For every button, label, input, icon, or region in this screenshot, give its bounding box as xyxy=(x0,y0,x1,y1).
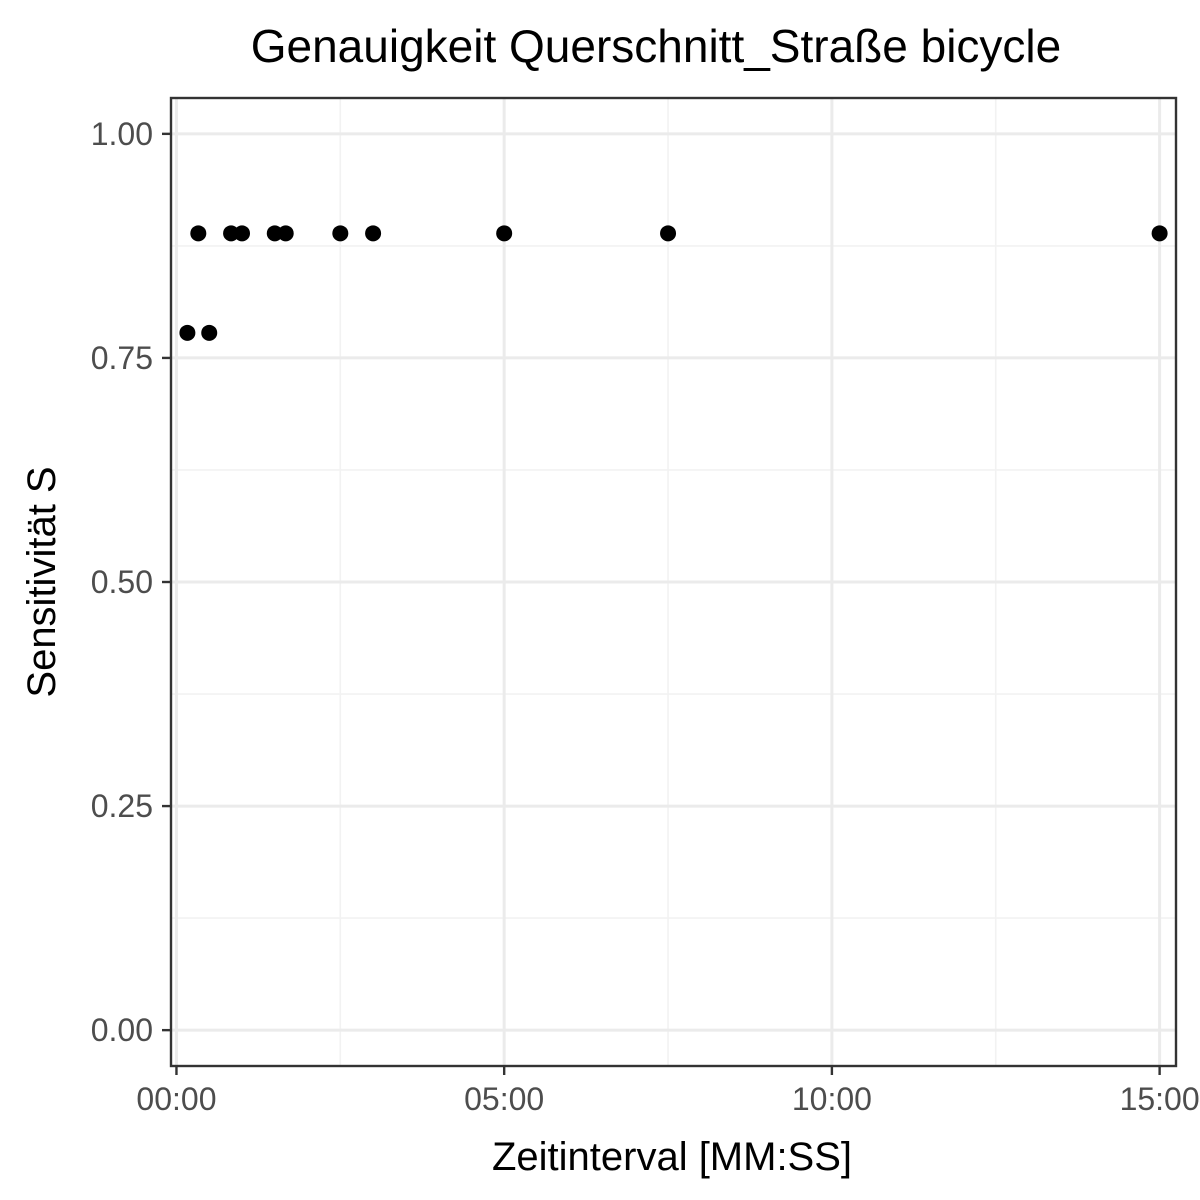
x-tick-label: 00:00 xyxy=(136,1081,216,1117)
y-axis: 0.00 0.25 0.50 0.75 1.00 xyxy=(91,116,171,1048)
data-point xyxy=(277,225,294,242)
data-point xyxy=(190,225,207,242)
chart-title: Genauigkeit Querschnitt_Straße bicycle xyxy=(251,20,1062,72)
data-point xyxy=(1151,225,1168,242)
x-axis: 00:00 05:00 10:00 15:00 xyxy=(136,1066,1200,1117)
x-tick-label: 05:00 xyxy=(464,1081,544,1117)
y-tick-label: 0.75 xyxy=(91,340,153,376)
x-axis-title: Zeitinterval [MM:SS] xyxy=(492,1135,852,1179)
data-point xyxy=(201,324,218,341)
data-point xyxy=(179,324,196,341)
data-point xyxy=(660,225,677,242)
data-point xyxy=(332,225,349,242)
grid-lines xyxy=(171,98,1176,1066)
x-tick-label: 10:00 xyxy=(792,1081,872,1117)
y-tick-label: 1.00 xyxy=(91,116,153,152)
y-tick-label: 0.25 xyxy=(91,788,153,824)
y-tick-label: 0.00 xyxy=(91,1012,153,1048)
y-axis-title: Sensitivität S xyxy=(20,466,64,697)
data-point xyxy=(496,225,513,242)
y-tick-label: 0.50 xyxy=(91,564,153,600)
data-point xyxy=(234,225,251,242)
data-points xyxy=(179,225,1168,341)
x-tick-label: 15:00 xyxy=(1120,1081,1200,1117)
data-point xyxy=(365,225,382,242)
